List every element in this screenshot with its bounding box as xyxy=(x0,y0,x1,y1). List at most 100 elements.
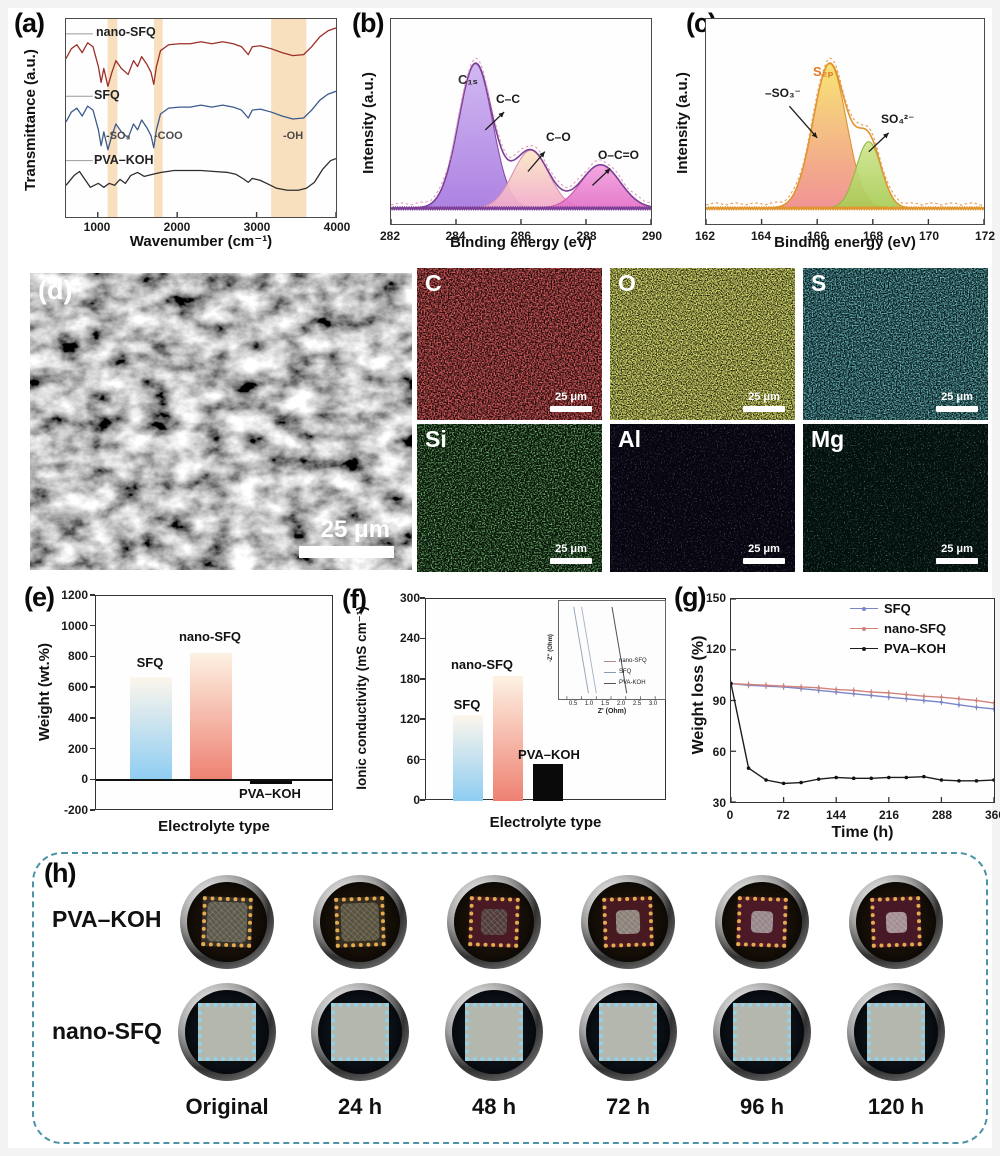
eds-scale: 25 μm xyxy=(743,543,785,564)
axis-tick-label: 166 xyxy=(806,229,828,243)
tick-mark xyxy=(420,718,425,720)
bar-label-nano-sfq: nano-SFQ xyxy=(450,657,514,672)
tick-mark xyxy=(90,686,95,688)
axis-tick-label: 282 xyxy=(379,229,401,243)
sem-scale-text: 25 μm xyxy=(320,516,390,543)
sample-photo xyxy=(178,983,276,1081)
tick-mark xyxy=(90,717,95,719)
eds-scale-bar xyxy=(743,558,785,564)
eds-scale-bar xyxy=(743,406,785,412)
sample-photo xyxy=(445,983,543,1081)
bar-label-sfq: SFQ xyxy=(136,655,164,670)
panel-e-xlabel: Electrolyte type xyxy=(158,818,270,835)
sample-photo xyxy=(180,875,274,969)
tick-mark xyxy=(90,655,95,658)
axis-tick-label: 162 xyxy=(694,229,716,243)
eds-scale-bar xyxy=(936,406,978,412)
panel-h-border xyxy=(32,852,988,1144)
inset-tick: 1.5 xyxy=(600,701,610,707)
eds-noise xyxy=(610,424,795,572)
legend-item: nano-SFQ xyxy=(850,621,946,636)
tick-mark xyxy=(90,809,95,811)
panel-b-xlabel: Binding energy (eV) xyxy=(450,234,592,251)
inset-legend-item: PVA-KOH xyxy=(604,680,646,686)
axis-tick-label: 164 xyxy=(750,229,772,243)
eds-element-label: Al xyxy=(618,426,641,452)
panel-f-label: (f) xyxy=(342,584,367,614)
axis-tick-label: 30 xyxy=(712,796,726,810)
eds-element-label: O xyxy=(618,270,636,296)
sample-photo xyxy=(313,875,407,969)
time-label: Original xyxy=(185,1094,269,1119)
eis-nyquist-lines xyxy=(566,606,656,700)
axis-tick-label: 600 xyxy=(67,680,88,695)
peak-label-co: C–O xyxy=(546,130,571,144)
axis-tick-label: 0 xyxy=(81,772,88,787)
inset-tick: 0.5 xyxy=(568,701,578,707)
axis-tick-label: 286 xyxy=(510,229,532,243)
curve-label-nano-sfq: nano-SFQ xyxy=(96,25,156,39)
bar-nano-SFQ xyxy=(493,676,523,801)
time-label: 48 h xyxy=(471,1094,517,1119)
axis-tick-label: 168 xyxy=(862,229,884,243)
peak-label-so3: –SO₃⁻ xyxy=(765,86,801,100)
time-label: 120 h xyxy=(867,1094,925,1119)
sem-scale-bar xyxy=(299,546,394,558)
eds-scale: 25 μm xyxy=(743,391,785,412)
panel-a-ylabel: Transmittance (a.u.) xyxy=(22,49,39,191)
eds-scale-bar xyxy=(936,558,978,564)
peak-label-s2p: S₂ₚ xyxy=(813,64,834,79)
time-label: 24 h xyxy=(337,1094,383,1119)
tick-mark xyxy=(90,747,95,750)
axis-tick-label: 288 xyxy=(931,808,953,822)
tick-mark xyxy=(420,637,425,640)
panel-f-ylabel: Ionic conductivity (mS cm⁻¹) xyxy=(354,606,369,790)
inset-tick: 3.0 xyxy=(648,701,658,707)
time-label: 96 h xyxy=(739,1094,785,1119)
panel-g-label: (g) xyxy=(674,582,707,612)
panel-f-xlabel: Electrolyte type xyxy=(489,814,602,831)
inset-xlabel: Z' (Ohm) xyxy=(597,708,627,715)
peak-label-c1s: C₁ₛ xyxy=(458,72,478,87)
sample-photo xyxy=(847,983,945,1081)
panel-a-plot xyxy=(65,18,337,218)
eds-map-O: O 25 μm xyxy=(610,268,795,420)
eds-map-Mg: Mg 25 μm xyxy=(803,424,988,572)
axis-tick-label: 144 xyxy=(825,808,847,822)
axis-tick-label: 300 xyxy=(399,591,420,605)
panel-e-label: (e) xyxy=(24,582,55,612)
panel-a-label: (a) xyxy=(14,8,45,38)
axis-tick-label: 200 xyxy=(67,741,88,756)
eds-element-label: Si xyxy=(425,426,447,452)
eds-noise xyxy=(417,424,602,572)
band-label-so3: -SO₃ xyxy=(106,130,131,142)
axis-tick-label: 0 xyxy=(726,808,734,822)
bar-label-pva-koh: PVA–KOH xyxy=(239,786,301,801)
axis-tick-label: 120 xyxy=(399,712,420,727)
eds-map-Si: Si 25 μm xyxy=(417,424,602,572)
tick-mark xyxy=(420,758,425,761)
ftir-spectra-chart xyxy=(66,19,336,217)
eds-element-label: Mg xyxy=(811,426,845,452)
axis-tick-label: 400 xyxy=(67,710,88,725)
eds-map-S: S 25 μm xyxy=(803,268,988,420)
sample-photo xyxy=(581,875,675,969)
zero-line xyxy=(96,779,332,782)
axis-tick-label: 60 xyxy=(712,744,726,759)
axis-tick-label: 170 xyxy=(918,229,940,243)
inset-tick: 2.5 xyxy=(632,701,642,707)
panel-c-ylabel: Intensity (a.u.) xyxy=(674,72,691,174)
bar-PVA–KOH xyxy=(250,780,292,785)
bar-label-pva-koh: PVA–KOH xyxy=(518,747,580,762)
axis-tick-label: 150 xyxy=(705,591,726,605)
tick-mark xyxy=(90,778,95,781)
weight-loss-chart xyxy=(731,599,994,802)
axis-tick-label: 1200 xyxy=(61,588,88,602)
panel-d-label: (d) xyxy=(38,275,73,305)
axis-tick-label: 172 xyxy=(974,229,996,243)
peak-label-so4: SO₄²⁻ xyxy=(881,112,915,126)
peak-label-oco: O–C=O xyxy=(598,148,640,162)
bar-SFQ xyxy=(453,714,483,801)
sample-photo xyxy=(579,983,677,1081)
axis-tick-label: 1000 xyxy=(61,618,88,633)
